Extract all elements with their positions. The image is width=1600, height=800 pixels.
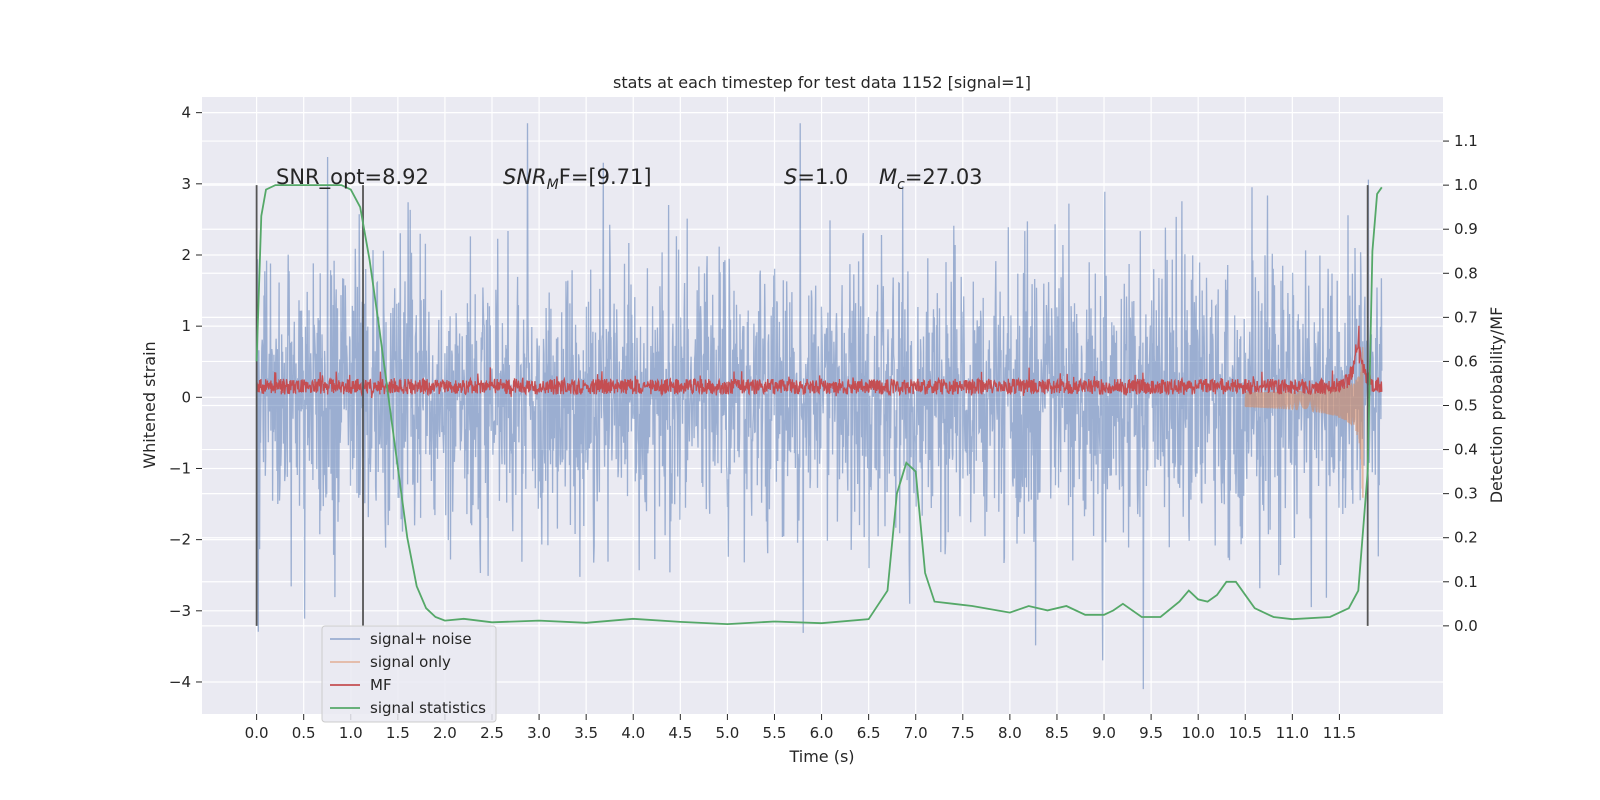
y-right-tick-label-9: 0.9 (1454, 220, 1478, 238)
legend: signal+ noise signal only MF signal stat… (321, 625, 497, 723)
y-right-tick-label-10: 1.0 (1454, 176, 1478, 194)
x-tick-label-8: 4.0 (621, 724, 645, 742)
annotation-snr-mf: SNRMF=[9.71] (503, 165, 652, 193)
x-tick-label-10: 5.0 (715, 724, 739, 742)
signal-statistics-layer (255, 184, 1383, 626)
y-right-tick-label-8: 0.8 (1454, 264, 1478, 282)
x-tick-label-15: 7.5 (951, 724, 975, 742)
y-right-ticks: 0.0 0.1 0.2 0.3 0.4 0.5 0.6 0.7 0.8 0.9 1.0 1.1 (1443, 132, 1478, 635)
x-tick-label-18: 9.0 (1092, 724, 1116, 742)
x-tick-label-0: 0.0 (245, 724, 269, 742)
y-axis-left-label: Whitened strain (140, 341, 159, 468)
annotation-mc: Mc=27.03 (879, 165, 983, 193)
y-left-tick-label-3: −1 (169, 459, 191, 477)
x-tick-label-20: 10.0 (1181, 724, 1214, 742)
x-tick-label-6: 3.0 (527, 724, 551, 742)
legend-label-signal-statistics: signal statistics (370, 699, 486, 717)
snr-mf-rest: F=[9.71] (559, 165, 652, 189)
legend-label-signal-noise: signal+ noise (370, 630, 472, 648)
series-signal-plus-noise (255, 123, 1383, 690)
y-left-tick-label-7: 3 (181, 175, 191, 193)
series-mf (255, 325, 1383, 399)
x-tick-label-3: 1.5 (386, 724, 410, 742)
x-tick-label-11: 5.5 (763, 724, 787, 742)
y-axis-right-label: Detection probability/MF (1487, 307, 1506, 504)
snr-mf-sub: M (547, 177, 559, 193)
y-right-tick-label-11: 1.1 (1454, 132, 1478, 150)
legend-label-mf: MF (370, 676, 392, 694)
legend-label-signal-only: signal only (370, 653, 451, 671)
y-left-tick-label-6: 2 (181, 246, 191, 264)
y-left-tick-label-8: 4 (181, 104, 191, 122)
y-left-tick-label-1: −3 (169, 602, 191, 620)
x-tick-label-17: 8.5 (1045, 724, 1069, 742)
mc-symbol: M (879, 165, 897, 189)
mc-sub: c (897, 177, 905, 193)
y-left-tick-label-2: −2 (169, 531, 191, 549)
y-left-tick-label-4: 0 (181, 388, 191, 406)
legend-box (321, 625, 497, 723)
x-tick-label-2: 1.0 (339, 724, 363, 742)
x-ticks: 0.0 0.5 1.0 1.5 2.0 2.5 3.0 3.5 4.0 4.5 5.0 5.5 6.0 6… (245, 714, 1356, 742)
s-rest: =1.0 (797, 165, 848, 189)
vertical-lines (255, 185, 1369, 626)
x-tick-label-23: 11.5 (1323, 724, 1356, 742)
y-right-tick-label-4: 0.4 (1454, 441, 1478, 459)
x-tick-label-22: 11.0 (1276, 724, 1309, 742)
x-tick-label-12: 6.0 (810, 724, 834, 742)
series-signal-statistics-0 (255, 184, 1383, 626)
x-tick-label-5: 2.5 (480, 724, 504, 742)
chart-title: stats at each timestep for test data 115… (613, 73, 1031, 92)
x-tick-label-4: 2.0 (433, 724, 457, 742)
x-tick-label-7: 3.5 (574, 724, 598, 742)
annotation-s: S=1.0 (784, 165, 848, 189)
x-tick-label-19: 9.5 (1139, 724, 1163, 742)
y-right-tick-label-0: 0.0 (1454, 617, 1478, 635)
y-right-tick-label-6: 0.6 (1454, 352, 1478, 370)
y-right-tick-label-5: 0.5 (1454, 397, 1478, 415)
x-tick-label-14: 7.0 (904, 724, 928, 742)
y-right-tick-label-2: 0.2 (1454, 529, 1478, 547)
y-left-tick-label-5: 1 (181, 317, 191, 335)
y-right-tick-label-7: 0.7 (1454, 308, 1478, 326)
x-tick-label-9: 4.5 (668, 724, 692, 742)
snr-mf-main: SNR (503, 165, 547, 189)
x-tick-label-1: 0.5 (292, 724, 316, 742)
x-tick-label-16: 8.0 (998, 724, 1022, 742)
x-axis-label: Time (s) (788, 747, 854, 766)
series-signal-only (1244, 347, 1364, 498)
annotation-snr-opt: SNR_opt=8.92 (276, 165, 429, 190)
x-tick-label-21: 10.5 (1229, 724, 1262, 742)
y-left-tick-label-0: −4 (169, 673, 191, 691)
s-symbol: S (784, 165, 797, 189)
y-left-ticks: −4 −3 −2 −1 0 1 2 3 4 (169, 104, 202, 691)
mc-rest: =27.03 (905, 165, 983, 189)
y-right-tick-label-3: 0.3 (1454, 485, 1478, 503)
y-right-tick-label-1: 0.1 (1454, 573, 1478, 591)
x-tick-label-13: 6.5 (857, 724, 881, 742)
data-layer (255, 123, 1383, 690)
